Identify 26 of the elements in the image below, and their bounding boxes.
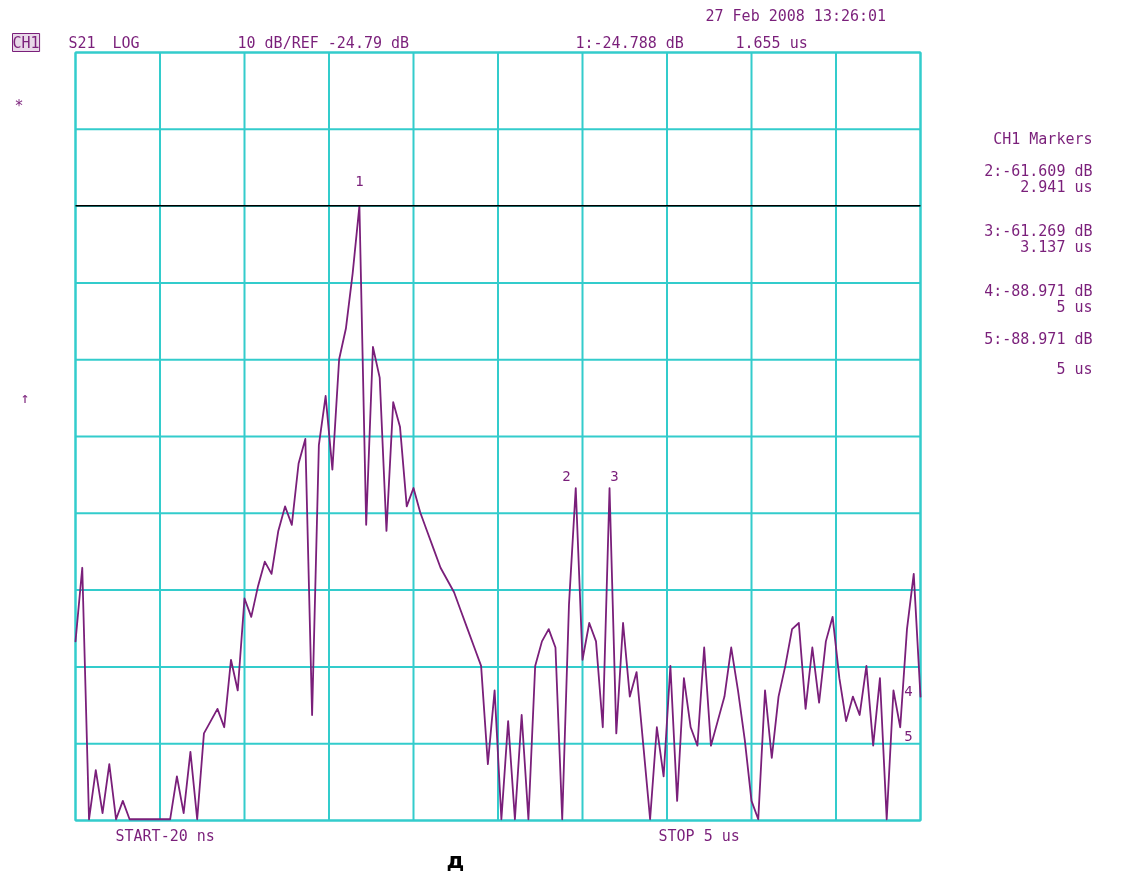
- text: S21: [68, 33, 96, 52]
- text: STOP 5 us: [658, 826, 740, 845]
- text: 5:-88.971 dB: [984, 329, 1093, 348]
- text: CH1: [12, 33, 40, 52]
- text: 5 us: [1056, 297, 1093, 316]
- text: 10 dB/REF -24.79 dB: [237, 33, 410, 52]
- text: д: [446, 848, 465, 873]
- annotation: 4: [904, 682, 913, 699]
- text: CH1 Markers: [993, 129, 1093, 148]
- annotation: 2: [562, 467, 571, 484]
- text: *: [14, 96, 24, 115]
- text: 5 us: [1056, 359, 1093, 378]
- text: START-20 ns: [115, 826, 215, 845]
- text: LOG: [112, 33, 140, 52]
- text: 2.941 us: [1020, 177, 1093, 196]
- text: 1.655 us: [735, 33, 808, 52]
- text: 1: [355, 172, 364, 189]
- text: 3.137 us: [1020, 237, 1093, 256]
- annotation: 5: [904, 727, 913, 744]
- text: 1:-24.788 dB: [575, 33, 684, 52]
- text: 4:-88.971 dB: [984, 281, 1093, 300]
- text: 3:-61.269 dB: [984, 221, 1093, 240]
- text: ↑: [20, 388, 30, 407]
- text: 27 Feb 2008 13:26:01: [705, 6, 887, 25]
- annotation: 3: [610, 467, 619, 484]
- text: 2:-61.609 dB: [984, 161, 1093, 180]
